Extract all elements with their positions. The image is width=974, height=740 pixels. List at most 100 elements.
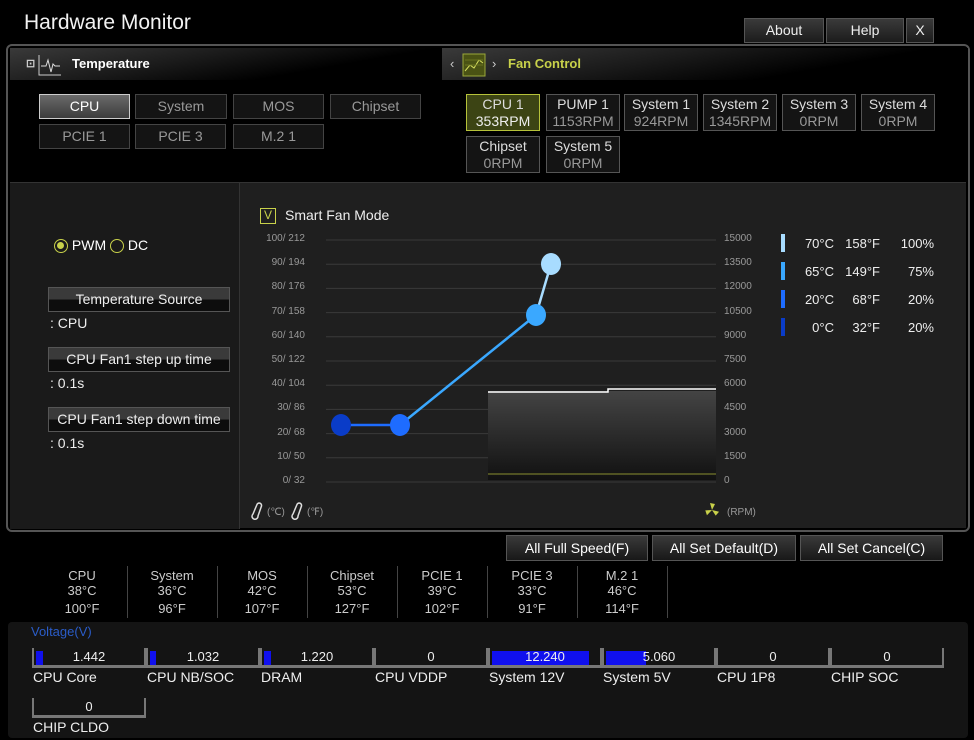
help-button[interactable]: Help <box>826 18 904 43</box>
tab-fan-control[interactable]: ‹ › Fan Control <box>442 48 968 80</box>
chevron-right-icon[interactable]: › <box>492 56 497 71</box>
temp-source-4[interactable]: PCIE 1 <box>39 124 130 149</box>
temperature-source-button[interactable]: Temperature Source <box>48 287 230 312</box>
voltage-gauge: 5.060 <box>602 648 716 668</box>
legend-celsius: 65°C <box>804 264 834 279</box>
temp-source-6[interactable]: M.2 1 <box>233 124 324 149</box>
fan-button-6[interactable]: Chipset 0RPM <box>466 136 540 173</box>
temp-source-5[interactable]: PCIE 3 <box>135 124 226 149</box>
step-down-time-value: : 0.1s <box>50 435 85 451</box>
temp-source-1[interactable]: System <box>135 94 227 119</box>
temp-name: CPU <box>68 568 96 583</box>
fan-rpm: 353RPM <box>475 113 531 129</box>
tab-temperature[interactable]: ⊡ Temperature <box>10 48 440 80</box>
fan-rpm: 0RPM <box>799 113 839 129</box>
step-down-time-button[interactable]: CPU Fan1 step down time <box>48 407 230 432</box>
legend-swatch <box>781 262 785 280</box>
pwm-label: PWM <box>71 237 107 253</box>
legend-swatch <box>781 290 785 308</box>
fan-rpm: 0RPM <box>483 155 523 171</box>
divider <box>307 566 308 618</box>
temp-celsius: 39°C <box>427 583 457 598</box>
voltage-value: 0 <box>85 699 93 714</box>
curve-point[interactable] <box>390 414 410 436</box>
fan-rpm: 0RPM <box>563 155 603 171</box>
fan-button-2[interactable]: System 1 924RPM <box>624 94 698 131</box>
legend-fahrenheit: 158°F <box>845 236 880 251</box>
fan-button-4[interactable]: System 3 0RPM <box>782 94 856 131</box>
y-right-tick: 12000 <box>724 281 752 293</box>
all-full-speed-button[interactable]: All Full Speed(F) <box>506 535 648 561</box>
smart-fan-label: Smart Fan Mode <box>285 207 390 223</box>
temp-reading-2: MOS 42°C 107°F <box>217 568 307 616</box>
temp-celsius: 46°C <box>607 583 637 598</box>
fan-name: System 5 <box>553 138 613 154</box>
about-button[interactable]: About <box>744 18 824 43</box>
y-left-tick: 0/ 32 <box>282 475 305 486</box>
temp-fahrenheit: 102°F <box>424 601 460 616</box>
dc-radio[interactable] <box>110 239 124 254</box>
temp-name: PCIE 3 <box>511 568 553 583</box>
legend-celsius: 20°C <box>804 292 834 307</box>
temp-name: MOS <box>247 568 277 583</box>
y-left-tick: 90/ 194 <box>271 257 305 269</box>
fan-rpm: 1153RPM <box>552 113 614 129</box>
temperature-source-value: : CPU <box>50 315 88 331</box>
curve-point[interactable] <box>541 253 561 275</box>
divider <box>127 566 128 618</box>
y-right-tick: 15000 <box>724 233 752 244</box>
close-button[interactable]: X <box>906 18 934 43</box>
fan-button-7[interactable]: System 5 0RPM <box>546 136 620 173</box>
temp-source-2[interactable]: MOS <box>233 94 324 119</box>
voltage-gauge: 0 <box>716 648 830 668</box>
fan-name: System 4 <box>868 96 928 112</box>
fan-button-1[interactable]: PUMP 1 1153RPM <box>546 94 620 131</box>
curve-point[interactable] <box>331 414 351 436</box>
fan-button-0[interactable]: CPU 1 353RPM <box>466 94 540 131</box>
step-up-time-button[interactable]: CPU Fan1 step up time <box>48 347 230 372</box>
fan-name: System 2 <box>710 96 770 112</box>
divider <box>487 566 488 618</box>
temp-fahrenheit: 114°F <box>605 601 639 616</box>
smart-fan-checkbox[interactable]: V <box>260 208 276 224</box>
temp-reading-4: PCIE 1 39°C 102°F <box>397 568 487 616</box>
temp-celsius: 33°C <box>517 583 547 598</box>
collapse-icon[interactable]: ⊡ <box>26 58 36 70</box>
fan-name: PUMP 1 <box>557 96 609 112</box>
voltage-label: CPU 1P8 <box>717 669 776 685</box>
tab-fan-control-label: Fan Control <box>508 56 581 71</box>
temp-name: Chipset <box>329 568 375 583</box>
fan-rpm: 0RPM <box>878 113 918 129</box>
temp-source-0[interactable]: CPU <box>39 94 130 119</box>
temp-source-3[interactable]: Chipset <box>330 94 421 119</box>
voltage-bar <box>150 651 156 665</box>
voltage-gauge: 0 <box>374 648 488 668</box>
all-set-default-button[interactable]: All Set Default(D) <box>652 535 796 561</box>
fan-button-5[interactable]: System 4 0RPM <box>861 94 935 131</box>
pwm-radio[interactable] <box>54 239 68 254</box>
chevron-left-icon[interactable]: ‹ <box>450 56 455 71</box>
y-right-tick: 10500 <box>724 305 752 317</box>
fan-button-3[interactable]: System 2 1345RPM <box>703 94 777 131</box>
y-left-tick: 10/ 50 <box>277 450 305 462</box>
voltage-value: 1.442 <box>72 649 106 664</box>
y-left-tick: 100/ 212 <box>266 233 305 244</box>
celsius-unit: (℃) <box>267 507 285 518</box>
mode-selector: PWM DC <box>54 237 148 254</box>
all-set-cancel-button[interactable]: All Set Cancel(C) <box>800 535 943 561</box>
curve-point[interactable] <box>526 304 546 326</box>
voltage-label: CPU Core <box>33 669 97 685</box>
y-right-tick: 4500 <box>724 402 747 414</box>
fan-curve-chart[interactable] <box>0 0 974 540</box>
voltage-value: 12.240 <box>525 649 565 664</box>
temp-fahrenheit: 96°F <box>158 601 186 616</box>
divider <box>217 566 218 618</box>
thermometer-celsius-icon <box>251 502 263 520</box>
legend-percent: 75% <box>907 264 934 279</box>
voltage-gauge: 1.442 <box>32 648 146 668</box>
pulse-chart-icon <box>38 55 61 76</box>
y-left-tick: 60/ 140 <box>271 329 305 341</box>
legend-swatch <box>781 234 785 252</box>
voltage-gauge: 1.032 <box>146 648 260 668</box>
legend-celsius: 70°C <box>804 236 834 251</box>
